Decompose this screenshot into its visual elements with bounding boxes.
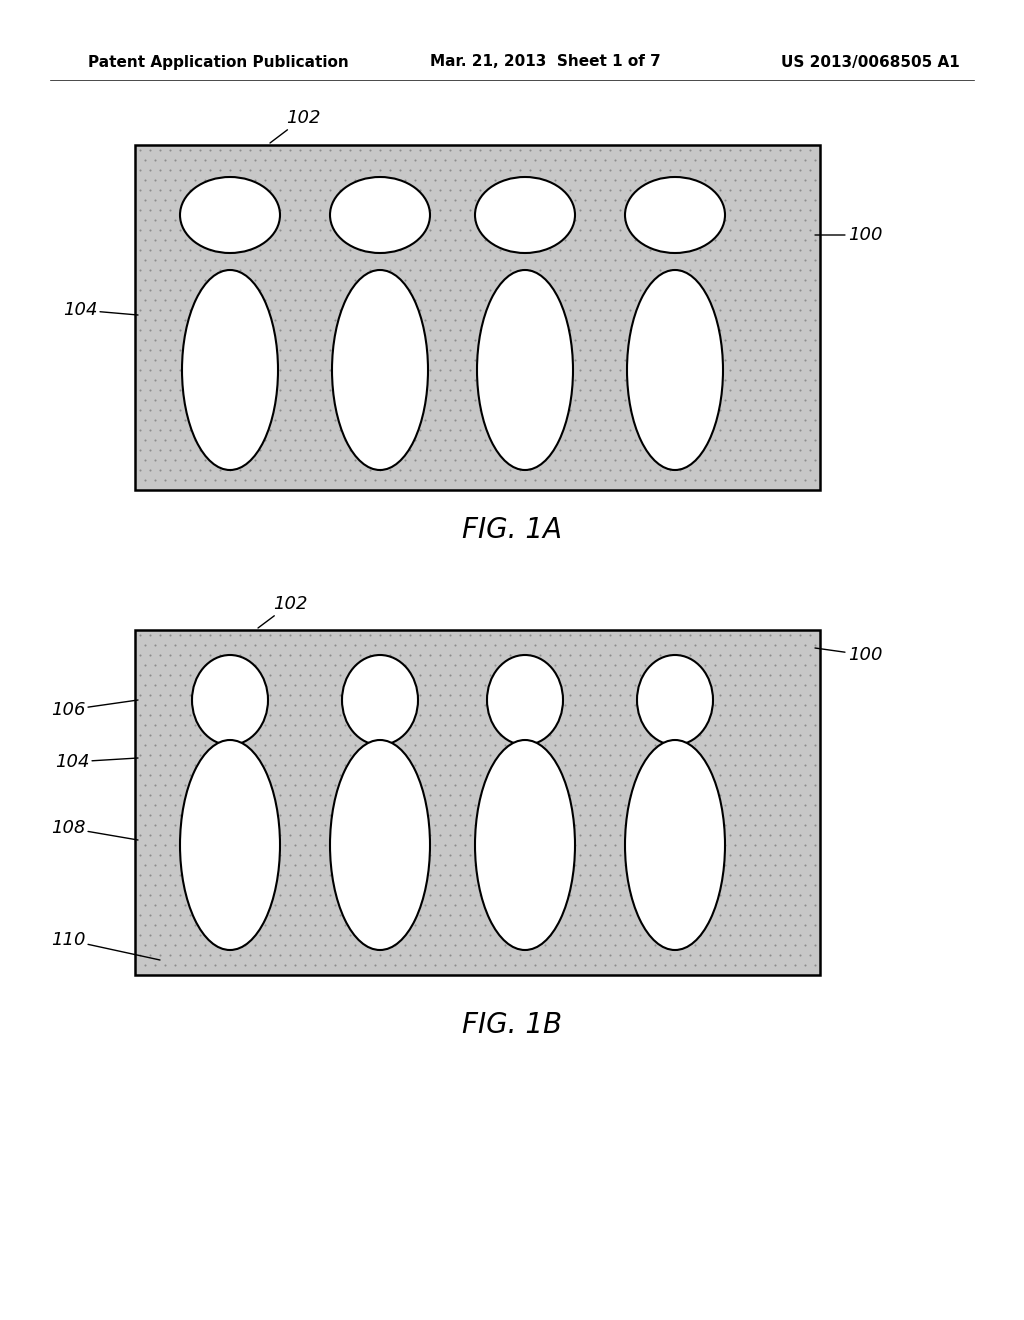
Ellipse shape [182,271,278,470]
Text: 100: 100 [815,645,883,664]
Text: 102: 102 [258,595,307,628]
Text: US 2013/0068505 A1: US 2013/0068505 A1 [781,54,961,70]
Ellipse shape [180,177,280,253]
Text: 102: 102 [270,110,321,143]
Text: 104: 104 [54,752,138,771]
Ellipse shape [193,655,268,744]
Text: FIG. 1A: FIG. 1A [462,516,562,544]
Ellipse shape [330,741,430,950]
Text: Mar. 21, 2013  Sheet 1 of 7: Mar. 21, 2013 Sheet 1 of 7 [430,54,660,70]
Bar [135,630,820,975]
Ellipse shape [625,741,725,950]
Ellipse shape [475,177,575,253]
Ellipse shape [477,271,573,470]
Text: Patent Application Publication: Patent Application Publication [88,54,349,70]
Text: 108: 108 [51,818,138,840]
Ellipse shape [637,655,713,744]
Ellipse shape [487,655,563,744]
Ellipse shape [330,177,430,253]
Text: 104: 104 [62,301,138,319]
Bar [135,145,820,490]
Ellipse shape [627,271,723,470]
Text: 100: 100 [815,226,883,244]
Ellipse shape [475,741,575,950]
Ellipse shape [625,177,725,253]
Text: FIG. 1B: FIG. 1B [462,1011,562,1039]
Text: 110: 110 [51,931,160,960]
Ellipse shape [180,741,280,950]
Text: 106: 106 [51,700,138,719]
Ellipse shape [332,271,428,470]
Ellipse shape [342,655,418,744]
